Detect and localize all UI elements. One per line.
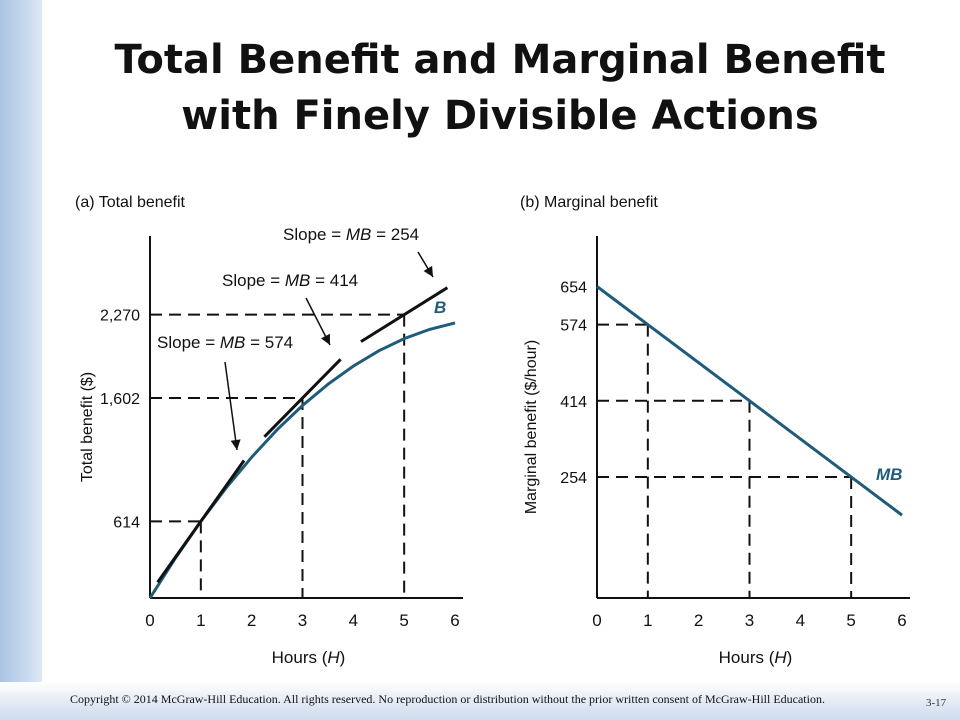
marginal-benefit-x-tick-label: 2 (694, 611, 703, 630)
marginal-benefit-line (596, 285, 903, 517)
marginal-benefit-y-tick-label: 414 (560, 394, 587, 411)
tangent-callout-arrowhead (423, 265, 433, 277)
total-benefit-x-tick-label: 3 (298, 611, 307, 630)
slide-number: 3-17 (926, 697, 947, 709)
marginal-benefit-x-tick-label: 5 (846, 611, 855, 630)
total-benefit-chart: (a) Total benefit 614 1,602 2,270 0 1 2 3 4 5 6 Hou… (75, 194, 463, 667)
tangent-callout-arrowhead (321, 333, 330, 345)
total-benefit-series-label: B (434, 298, 446, 317)
tangent-slope-label: Slope = MB = 254 (283, 225, 419, 244)
slide-title-line-2: with Finely Divisible Actions (181, 93, 819, 139)
copyright-notice: Copyright © 2014 McGraw-Hill Education. … (70, 692, 825, 706)
slide-title-line-1: Total Benefit and Marginal Benefit (114, 37, 886, 83)
tangent-callout-arrow (224, 361, 238, 451)
marginal-benefit-y-tick-label: 254 (560, 470, 587, 487)
marginal-benefit-chart: (b) Marginal benefit 254 414 574 654 0 1 2 3 4 5 6 H… (520, 194, 910, 667)
tangent-line (156, 459, 246, 584)
total-benefit-y-tick-label: 2,270 (100, 308, 140, 325)
total-benefit-panel-label: (a) Total benefit (75, 194, 186, 211)
tangent-callout-arrowhead (230, 439, 241, 450)
slide-title: Total Benefit and Marginal Benefit with … (60, 32, 940, 144)
marginal-benefit-x-tick-label: 3 (745, 611, 754, 630)
total-benefit-x-tick-label: 0 (145, 611, 154, 630)
marginal-benefit-series-label: MB (876, 465, 902, 484)
marginal-benefit-x-tick-label: 4 (796, 611, 805, 630)
total-benefit-x-tick-label: 5 (399, 611, 408, 630)
marginal-benefit-y-tick-label: 574 (560, 318, 587, 335)
marginal-benefit-panel-label: (b) Marginal benefit (520, 194, 658, 211)
tangent-line (360, 286, 449, 343)
bottom-decorative-band (0, 682, 960, 720)
tangent-slope-label: Slope = MB = 414 (222, 271, 358, 290)
marginal-benefit-y-axis-label: Marginal benefit ($/hour) (523, 340, 540, 514)
left-decorative-band (0, 0, 42, 720)
tangent-line (263, 358, 342, 438)
total-benefit-x-tick-label: 1 (196, 611, 205, 630)
total-benefit-x-tick-label: 4 (349, 611, 358, 630)
total-benefit-y-tick-label: 614 (113, 514, 140, 531)
marginal-benefit-x-tick-label: 6 (897, 611, 906, 630)
total-benefit-y-axis-label: Total benefit ($) (79, 372, 96, 482)
marginal-benefit-x-tick-label: 1 (643, 611, 652, 630)
total-benefit-y-tick-label: 1,602 (100, 391, 140, 408)
total-benefit-x-tick-label: 2 (247, 611, 256, 630)
total-benefit-x-tick-label: 6 (450, 611, 459, 630)
marginal-benefit-x-tick-label: 0 (592, 611, 601, 630)
marginal-benefit-x-axis-label: Hours (H) (719, 648, 793, 667)
marginal-benefit-y-tick-label: 654 (560, 279, 587, 296)
total-benefit-x-axis-label: Hours (H) (272, 648, 346, 667)
tangent-slope-label: Slope = MB = 574 (157, 333, 293, 352)
